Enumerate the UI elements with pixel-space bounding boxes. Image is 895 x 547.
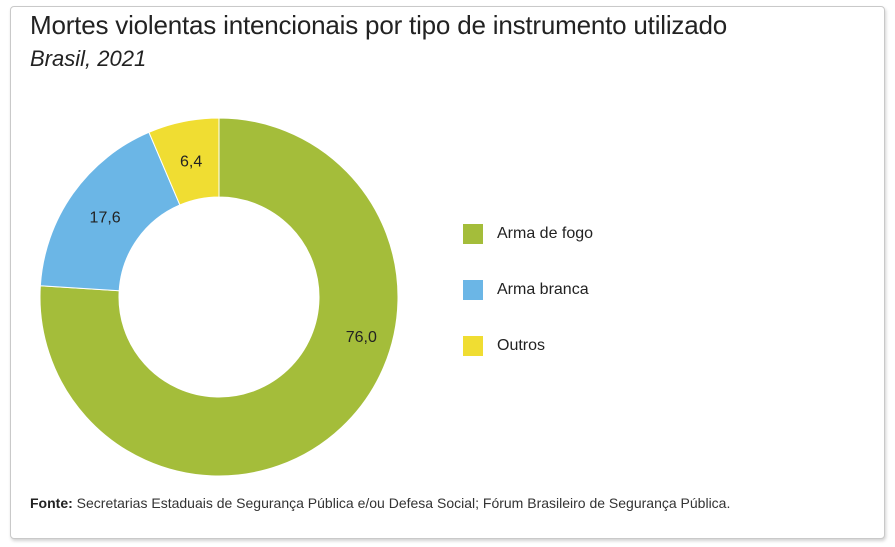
chart-title: Mortes violentas intencionais por tipo d…	[30, 10, 728, 40]
source-label: Fonte:	[30, 495, 73, 511]
legend-label: Outros	[497, 337, 546, 354]
legend-item-outros: Outros	[463, 334, 593, 358]
data-label: 76,0	[346, 329, 377, 346]
chart-subtitle: Brasil, 2021	[30, 46, 147, 71]
legend-item-arma-branca: Arma branca	[463, 278, 593, 302]
legend-swatch	[463, 336, 483, 356]
source-text: Secretarias Estaduais de Segurança Públi…	[72, 495, 731, 511]
data-label: 6,4	[180, 153, 202, 170]
donut-slice-arma-de-fogo	[39, 117, 399, 477]
data-label: 17,6	[90, 209, 121, 226]
donut-slice-outros	[148, 117, 220, 206]
legend-swatch	[463, 224, 483, 244]
legend-label: Arma de fogo	[497, 225, 594, 242]
source-note: Fonte: Secretarias Estaduais de Seguranç…	[30, 495, 730, 511]
legend-item-arma-de-fogo: Arma de fogo	[463, 222, 593, 246]
legend-swatch	[463, 280, 483, 300]
legend-label: Arma branca	[497, 281, 589, 298]
chart-legend: Arma de fogo Arma branca Outros	[463, 222, 593, 390]
